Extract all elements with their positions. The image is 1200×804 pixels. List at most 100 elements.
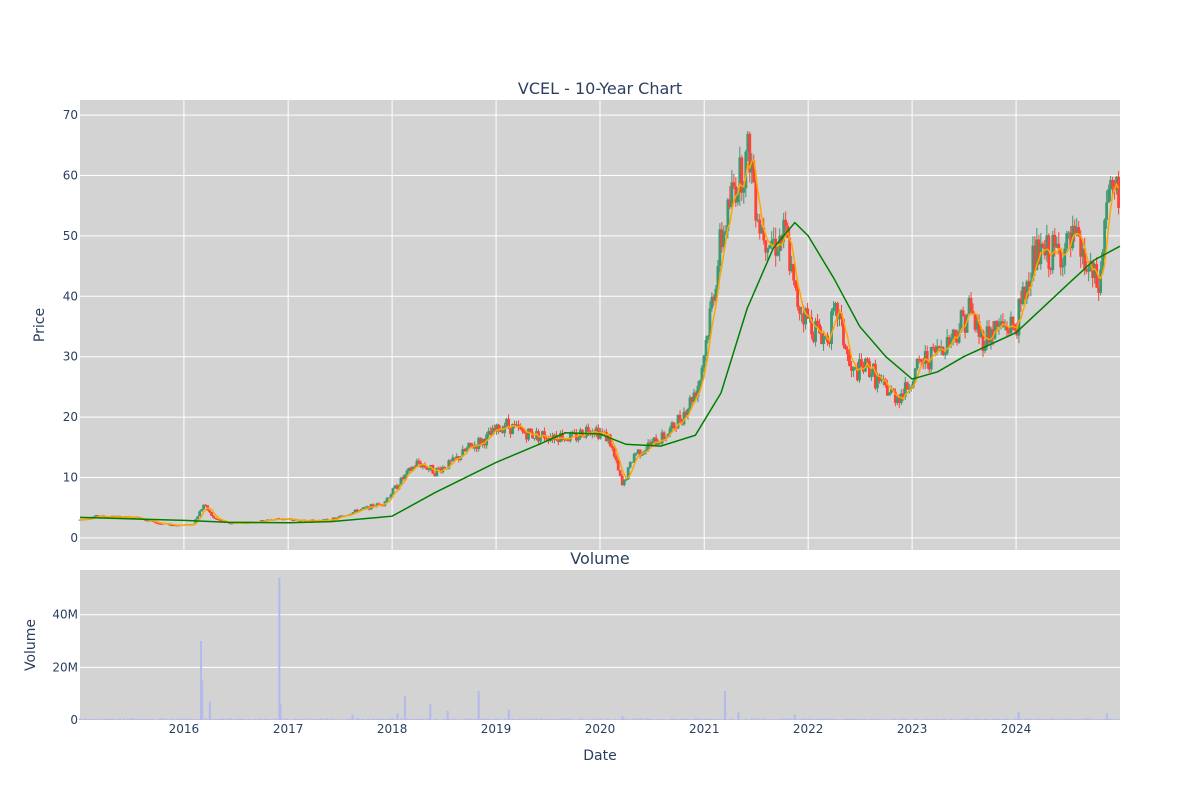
volume-bar [80, 719, 83, 720]
volume-bar [553, 719, 556, 720]
candle-body [638, 449, 642, 456]
candle-body [1105, 202, 1109, 220]
volume-bar [393, 719, 396, 720]
candle-body [690, 397, 694, 403]
volume-bar [800, 719, 803, 720]
candle-body [260, 520, 263, 522]
volume-bar [1019, 718, 1022, 720]
volume-bar [848, 719, 851, 720]
volume-bar [304, 718, 307, 720]
candle-body [196, 516, 200, 520]
volume-bar [519, 718, 522, 720]
volume-bar [537, 719, 540, 720]
volume-bar [240, 718, 243, 720]
volume-bar [1101, 718, 1104, 720]
candle-body [712, 296, 716, 301]
candle-body [774, 238, 778, 256]
candle-body [883, 379, 887, 385]
price-y-tick-label: 20 [63, 410, 78, 424]
candle-body [804, 308, 808, 325]
volume-bar [314, 718, 317, 720]
candle-body [889, 389, 893, 393]
candle-body [519, 426, 522, 429]
volume-bar [1095, 719, 1098, 720]
x-tick-label: 2021 [689, 722, 720, 736]
candle-body [339, 515, 343, 517]
volume-bar [226, 719, 229, 720]
volume-bar [146, 718, 149, 720]
volume-spike-bar [621, 716, 624, 720]
candle-body [644, 449, 648, 452]
volume-bar [451, 718, 454, 720]
volume-bar [976, 718, 979, 720]
candle-body [1103, 219, 1107, 253]
candle-body [979, 330, 983, 337]
candle-body [836, 302, 839, 320]
volume-bar [102, 718, 105, 720]
candle-body [210, 512, 213, 516]
candle-body [943, 353, 947, 355]
volume-spike-bar [793, 714, 796, 720]
candle-body [640, 454, 644, 456]
volume-bar [780, 718, 783, 720]
volume-bar [250, 719, 253, 720]
candle-body [668, 428, 672, 435]
volume-bar [108, 718, 111, 720]
volume-bar [690, 719, 693, 720]
volume-bar [934, 719, 937, 720]
volume-bar [732, 719, 735, 720]
volume-bar [583, 719, 586, 720]
volume-bar [84, 718, 87, 720]
volume-bar [509, 719, 512, 720]
volume-bar [653, 719, 656, 720]
candle-body [407, 467, 411, 471]
volume-spike-bar [278, 577, 281, 720]
volume-bar [300, 718, 303, 720]
volume-bar [681, 718, 684, 720]
volume-bar [380, 718, 383, 720]
volume-bar [405, 718, 408, 720]
volume-bar [210, 719, 213, 720]
volume-bar [860, 719, 863, 720]
candle-body [443, 467, 447, 469]
volume-bar [264, 718, 267, 720]
volume-bar [218, 718, 221, 720]
volume-spike-bar [477, 691, 480, 720]
candle-body [812, 334, 815, 342]
candle-body [359, 509, 363, 511]
volume-bar [728, 718, 731, 720]
volume-bar [1049, 718, 1052, 720]
candle-body [844, 345, 847, 350]
volume-bar [619, 719, 622, 720]
candle-body [487, 431, 491, 435]
volume-bar [898, 719, 901, 720]
volume-bar [290, 719, 293, 720]
volume-bar [431, 719, 434, 720]
volume-bar [551, 719, 554, 720]
volume-bar [814, 719, 817, 720]
volume-bar [764, 718, 767, 720]
candle-body [955, 335, 959, 343]
candle-body [385, 498, 389, 502]
candle-body [941, 347, 945, 355]
candle-body [172, 525, 176, 527]
volume-bar [126, 718, 129, 720]
volume-bar [130, 718, 133, 720]
volume-bar [168, 719, 171, 720]
candle-body [628, 462, 632, 468]
volume-bar [216, 718, 219, 720]
candle-body [959, 310, 963, 332]
volume-bar [527, 718, 530, 720]
volume-bar [174, 719, 177, 720]
volume-bar [487, 718, 490, 720]
volume-bar [298, 719, 301, 720]
candle-body [746, 133, 750, 152]
volume-bar [511, 718, 514, 720]
volume-bar [1069, 718, 1072, 720]
volume-bar [734, 719, 737, 720]
candle-body [517, 424, 520, 427]
candle-body [598, 431, 602, 439]
candle-body [686, 409, 690, 416]
candle-body [730, 182, 734, 208]
volume-bar [469, 718, 472, 720]
